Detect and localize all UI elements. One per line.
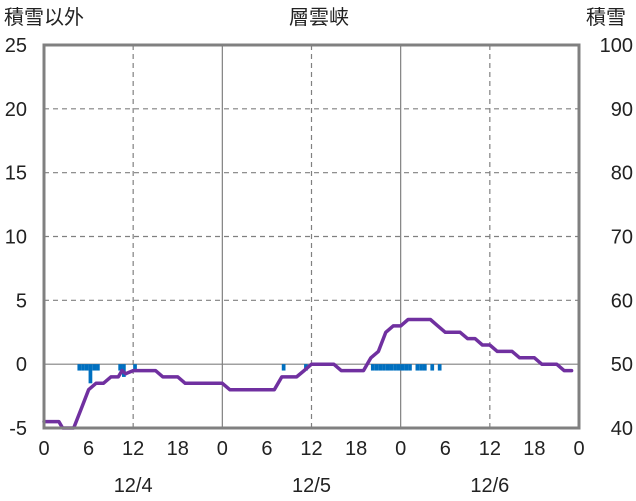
precip-bar xyxy=(408,364,412,371)
x-tick-label: 6 xyxy=(261,438,272,460)
precip-bar xyxy=(92,364,97,371)
precip-bar xyxy=(400,364,405,371)
x-tick-label: 12 xyxy=(122,438,144,460)
precip-bar xyxy=(81,364,85,371)
precip-bar xyxy=(430,364,435,371)
precip-bar xyxy=(88,364,93,384)
left-tick-label: 10 xyxy=(5,227,27,249)
plot-frame xyxy=(42,43,581,430)
x-tick-label: 18 xyxy=(167,438,189,460)
date-label: 12/5 xyxy=(292,475,331,497)
precip-bar xyxy=(404,364,409,371)
left-tick-label: 5 xyxy=(16,290,27,312)
x-tick-label: 0 xyxy=(38,438,49,460)
precip-bar xyxy=(419,364,423,371)
x-tick-label: 6 xyxy=(440,438,451,460)
date-label: 12/4 xyxy=(114,475,153,497)
precip-bar xyxy=(437,364,442,371)
x-tick-label: 0 xyxy=(217,438,228,460)
precip-bar xyxy=(378,364,383,371)
right-tick-label: 100 xyxy=(600,35,633,57)
precip-bar xyxy=(374,364,379,371)
left-tick-label: 0 xyxy=(16,354,27,376)
precip-bar xyxy=(422,364,427,371)
precip-bar xyxy=(96,364,100,371)
precip-bar xyxy=(281,364,286,371)
snow-depth-line xyxy=(42,317,574,430)
x-tick-label: 12 xyxy=(479,438,501,460)
right-tick-label: 60 xyxy=(611,290,633,312)
x-tick-label: 18 xyxy=(523,438,545,460)
right-axis-label: 積雪 xyxy=(586,7,626,29)
right-tick-label: 50 xyxy=(611,354,633,376)
right-tick-label: 40 xyxy=(611,418,633,440)
date-label: 12/6 xyxy=(470,475,509,497)
right-tick-label: 90 xyxy=(611,99,633,121)
precip-bar xyxy=(118,364,123,371)
right-tick-label: 70 xyxy=(611,227,633,249)
chart-title: 層雲峡 xyxy=(289,7,349,29)
x-tick-label: 12 xyxy=(300,438,322,460)
left-tick-label: 20 xyxy=(5,99,27,121)
x-tick-label: 18 xyxy=(345,438,367,460)
precip-bar xyxy=(77,364,82,371)
right-tick-label: 80 xyxy=(611,163,633,185)
left-tick-label: 15 xyxy=(5,163,27,185)
precip-bar xyxy=(396,364,401,371)
precip-bar xyxy=(389,364,394,371)
x-tick-label: 0 xyxy=(395,438,406,460)
precip-bar xyxy=(415,364,420,371)
precip-bar xyxy=(393,364,397,371)
x-tick-label: 0 xyxy=(573,438,584,460)
left-tick-label: -5 xyxy=(9,418,27,440)
precip-bar xyxy=(382,364,386,371)
left-tick-label: 25 xyxy=(5,35,27,57)
precip-bar xyxy=(370,364,375,371)
precip-bar xyxy=(133,364,137,371)
x-tick-label: 6 xyxy=(83,438,94,460)
precip-bar xyxy=(385,364,390,371)
precip-bar xyxy=(84,364,89,371)
left-axis-label: 積雪以外 xyxy=(4,7,84,29)
